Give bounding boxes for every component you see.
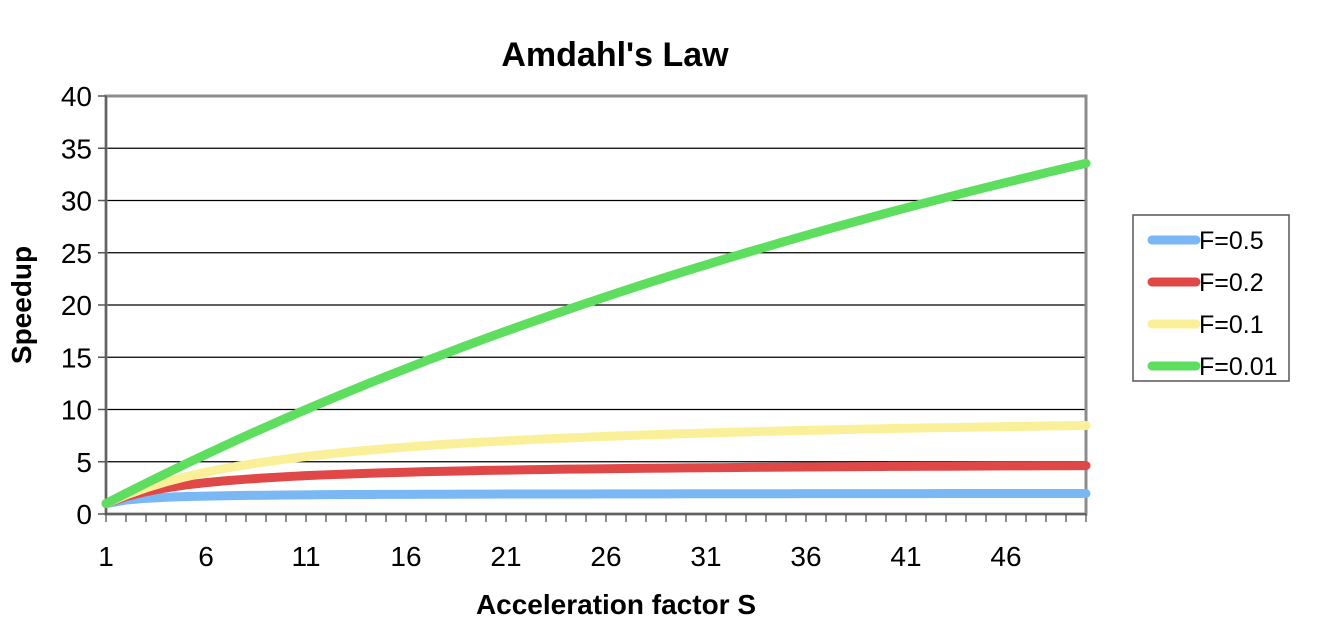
x-tick-label: 16 — [390, 541, 421, 572]
y-tick-label: 40 — [61, 81, 92, 112]
series-lines — [101, 158, 1091, 509]
x-tick-label: 11 — [291, 541, 320, 572]
x-tick-label: 21 — [490, 541, 521, 572]
series-line-f-0-2 — [101, 461, 1091, 509]
x-tick-label: 41 — [890, 541, 921, 572]
y-tick-label: 35 — [61, 133, 92, 164]
x-tick-label: 46 — [990, 541, 1021, 572]
series-line-f-0-5 — [101, 489, 1091, 509]
gridlines — [106, 147, 1086, 463]
legend-label: F=0.1 — [1199, 311, 1264, 339]
x-tick-label: 36 — [790, 541, 821, 572]
y-tick-label: 15 — [61, 342, 92, 373]
legend: F=0.5 F=0.2 F=0.1 F=0.01 — [1132, 214, 1290, 382]
legend-label: F=0.5 — [1199, 227, 1264, 255]
x-tick-label: 1 — [98, 541, 114, 572]
x-tick-label: 26 — [590, 541, 621, 572]
y-tick-label: 30 — [61, 186, 92, 217]
chart-title: Amdahl's Law — [501, 36, 729, 74]
x-axis-title: Acceleration factor S — [476, 589, 756, 620]
y-tick-label: 25 — [61, 238, 92, 269]
y-tick-label: 0 — [76, 499, 92, 530]
legend-label: F=0.2 — [1199, 269, 1264, 297]
y-tick-label: 10 — [61, 395, 92, 426]
y-tick-label: 5 — [76, 447, 92, 478]
y-axis-title: Speedup — [6, 246, 37, 364]
legend-label: F=0.01 — [1199, 353, 1278, 381]
x-tick-label: 6 — [198, 541, 214, 572]
y-tick-label: 20 — [61, 290, 92, 321]
series-line-f-0-1 — [101, 420, 1091, 509]
series-line-f-0-01 — [101, 158, 1091, 509]
x-tick-label: 31 — [690, 541, 721, 572]
